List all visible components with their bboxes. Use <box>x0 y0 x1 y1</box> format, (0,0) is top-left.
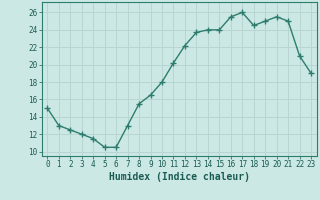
X-axis label: Humidex (Indice chaleur): Humidex (Indice chaleur) <box>109 172 250 182</box>
